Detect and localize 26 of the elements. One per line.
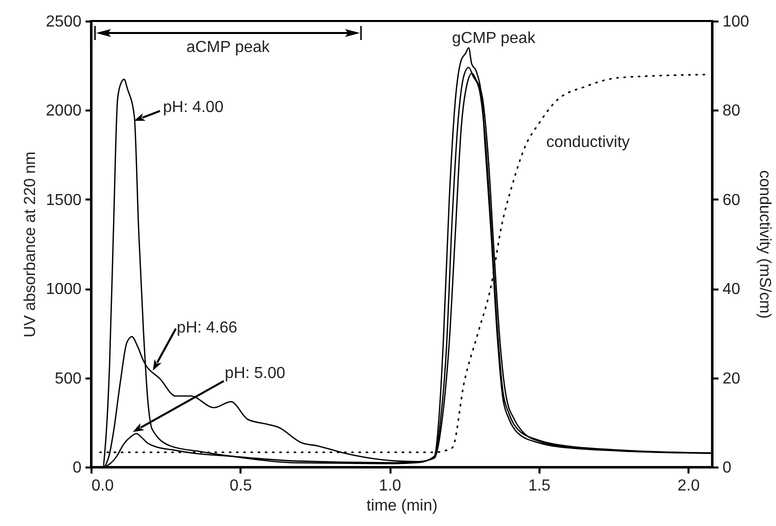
x-tick-label: 1.5 [528,478,551,494]
annotation: pH: 5.00 [224,365,286,382]
y-axis-title: UV absorbance at 220 nm [22,152,39,338]
annotation: pH: 4.66 [176,320,238,337]
series-label: conductivity [546,134,630,152]
y2-tick-label: 40 [722,281,740,298]
x-tick-label: 0.0 [92,478,114,494]
x-tick-label: 2.0 [677,478,700,494]
x-axis-title: time (min) [366,498,438,514]
y-tick-label: 0 [72,460,82,476]
x-tick-label: 1.0 [378,478,402,494]
y2-axis-title: conductivity (mS/cm) [756,170,774,319]
y2-tick-label: 20 [722,370,740,388]
y-tick-label: 2000 [46,102,82,120]
annotation: gCMP peak [452,30,536,47]
x-tick-label: 0.5 [230,478,252,494]
annotation: aCMP peak [186,39,271,56]
y2-tick-label: 100 [722,14,750,30]
y2-tick-label: 0 [722,460,732,476]
y-tick-label: 500 [54,370,82,388]
y2-tick-label: 80 [722,102,740,120]
y2-tick-label: 60 [722,192,740,209]
annotation: pH: 4.00 [162,98,224,116]
y-tick-label: 1500 [46,192,82,209]
y-tick-label: 2500 [46,14,82,30]
y-tick-label: 1000 [46,281,82,298]
